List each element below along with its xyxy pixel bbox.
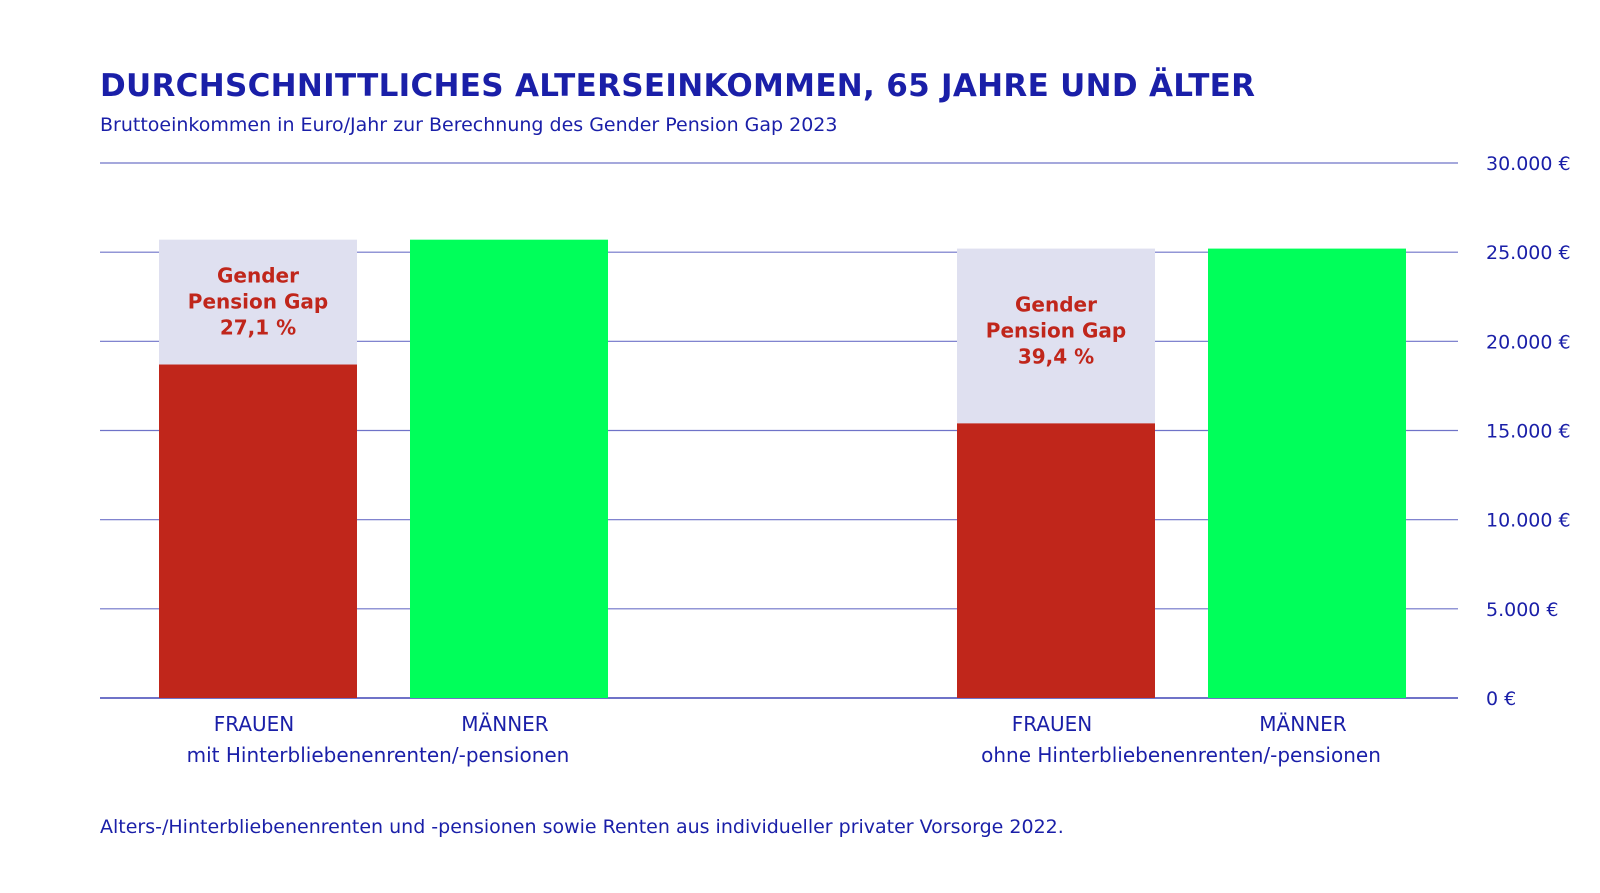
gap-bar xyxy=(159,239,357,365)
gap-annotation: 27,1 % xyxy=(220,316,296,340)
chart-title: DURCHSCHNITTLICHES ALTERSEINKOMMEN, 65 J… xyxy=(100,68,1256,104)
bar-frauen xyxy=(957,423,1155,698)
gap-annotation: Gender xyxy=(1015,293,1097,317)
bar-maenner xyxy=(1208,248,1406,698)
x-category-label: MÄNNER xyxy=(461,712,548,736)
y-tick-label: 20.000 € xyxy=(1486,331,1571,353)
gap-annotation: 39,4 % xyxy=(1018,345,1094,369)
x-category-label: MÄNNER xyxy=(1259,712,1346,736)
y-tick-label: 25.000 € xyxy=(1486,242,1571,264)
chart-footnote: Alters-/Hinterbliebenenrenten und -pensi… xyxy=(100,816,1064,838)
gap-bar xyxy=(957,248,1155,424)
y-tick-label: 30.000 € xyxy=(1486,153,1571,175)
group-label: mit Hinterbliebenenrenten/-pensionen xyxy=(187,743,570,767)
bar-maenner xyxy=(410,239,608,698)
chart-subtitle: Bruttoeinkommen in Euro/Jahr zur Berechn… xyxy=(100,114,838,136)
x-category-label: FRAUEN xyxy=(214,712,295,736)
gap-annotation: Pension Gap xyxy=(986,319,1126,343)
bar-frauen xyxy=(159,364,357,698)
y-tick-label: 5.000 € xyxy=(1486,599,1559,621)
y-tick-label: 15.000 € xyxy=(1486,421,1571,443)
gap-annotation: Pension Gap xyxy=(188,290,328,314)
x-category-label: FRAUEN xyxy=(1012,712,1093,736)
group-label: ohne Hinterbliebenenrenten/-pensionen xyxy=(981,743,1381,767)
y-tick-label: 0 € xyxy=(1486,688,1516,710)
y-tick-label: 10.000 € xyxy=(1486,510,1571,532)
gap-annotation: Gender xyxy=(217,264,299,288)
